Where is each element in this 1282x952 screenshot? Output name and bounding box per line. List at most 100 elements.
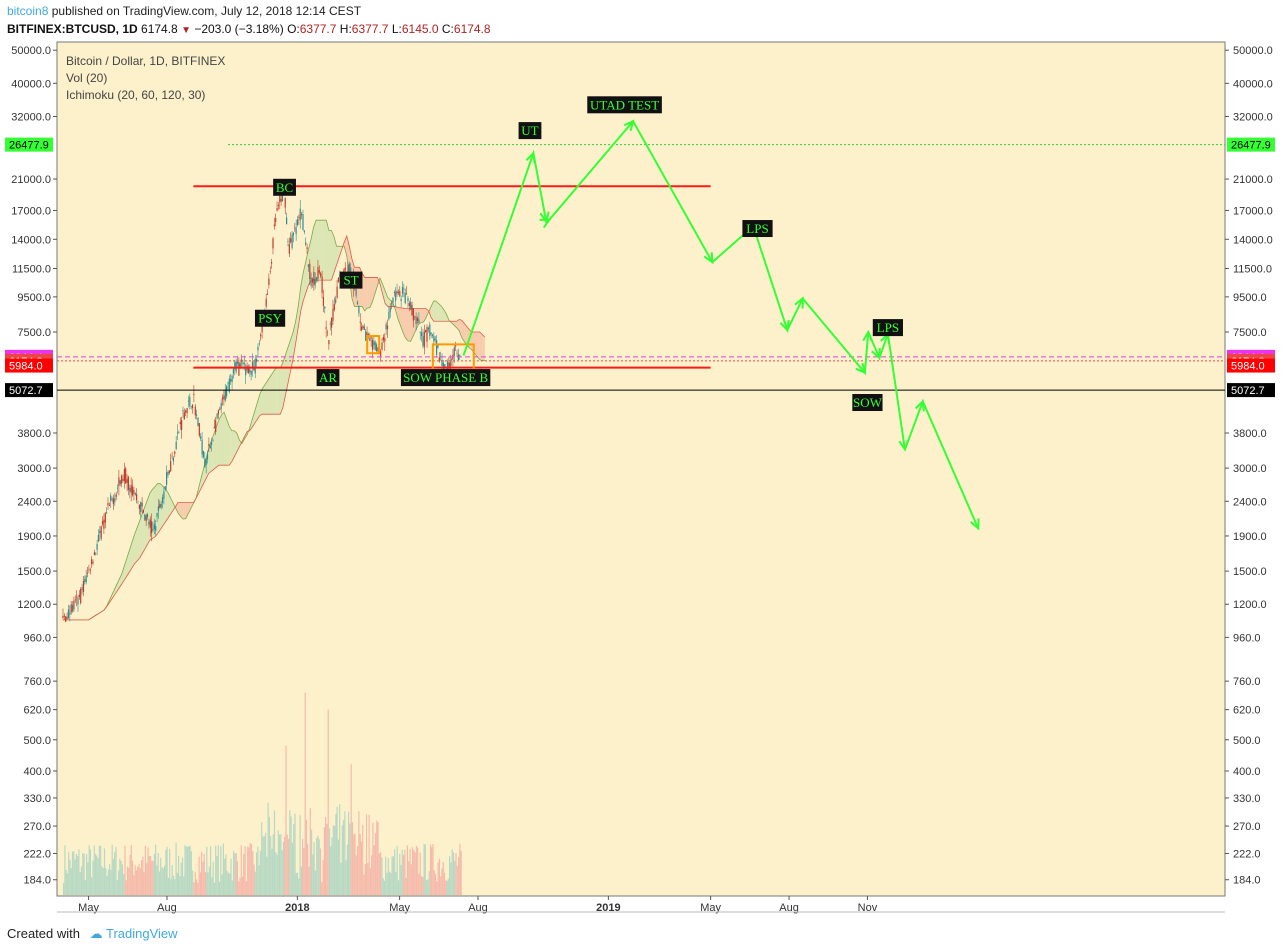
y-tick-label-left: 330.0 [23,793,51,805]
volume-bar [373,845,375,895]
volume-bar [446,880,448,895]
volume-bar [222,843,224,895]
volume-bar [161,867,163,895]
cloud-segment [111,590,115,600]
close-label: C: [441,22,454,36]
cloud-segment [114,584,117,596]
annotation-label[interactable]: SOW [853,395,883,410]
y-tick-label-right: 3800.0 [1233,428,1267,440]
y-tick-label-right: 17000.0 [1233,205,1273,217]
candle-body [219,408,221,410]
candle-body [82,581,85,592]
volume-bar [327,709,329,895]
volume-bar [372,822,374,895]
volume-bar [221,874,223,895]
y-tick-label-right: 500.0 [1233,735,1261,747]
volume-bar [138,864,140,895]
volume-bar [78,849,80,895]
candle-body [146,514,149,518]
volume-bar [107,869,109,895]
annotation-label[interactable]: UT [521,123,538,138]
annotation-label[interactable]: ST [343,273,358,288]
volume-bar [341,825,343,895]
candle-body [63,615,65,617]
volume-bar [230,858,232,895]
candle-body [231,375,233,383]
price-labels: 26477.926477.96344.46344.46174.86174.859… [5,137,1275,398]
annotation-label[interactable]: SOW PHASE B [403,370,488,385]
annotation-label[interactable]: AR [319,370,337,385]
candle-body [299,208,301,221]
y-tick-label-right: 2400.0 [1233,496,1267,508]
annotation-label[interactable]: BC [276,180,293,195]
annotation-label[interactable]: LPS [746,221,768,236]
legend-title: Bitcoin / Dollar, 1D, BITFINEX [66,54,225,68]
candle-body [305,242,307,245]
volume-bar [267,802,269,895]
candle-body [273,224,275,227]
candle-body [191,404,194,408]
volume-bar [344,811,346,895]
candle-body [294,227,296,229]
cloud-segment [275,367,278,415]
candle-body [129,487,131,492]
volume-bar [97,858,99,895]
volume-bar [95,853,97,895]
volume-bar [454,860,456,895]
volume-bar [235,852,237,895]
candle-body [423,331,425,348]
candle-body [155,526,157,531]
annotation-bg [273,178,296,196]
volume-bar [317,835,319,895]
volume-bar [323,827,325,895]
candle-body [223,395,225,400]
candle-body [93,552,95,555]
candle-body [414,316,416,317]
cloud-segment [318,220,322,281]
annotation-label[interactable]: UTAD TEST [590,97,659,112]
candle-body [216,413,218,419]
candle-body [103,519,105,529]
candle-body [211,442,213,445]
volume-bar [202,861,204,895]
annotation-label[interactable]: LPS [877,320,899,335]
cloud-segment [336,246,340,265]
volume-bar [360,841,362,895]
volume-bar [103,848,106,895]
plot-area[interactable] [56,41,1226,897]
candle-body [112,498,114,505]
tradingview-link[interactable]: TradingView [106,926,178,941]
candle-body [271,261,273,264]
annotation-label[interactable]: PSY [258,311,282,326]
cloud-segment [474,331,478,357]
candle-body [80,589,82,603]
volume-bar [206,846,208,895]
volume-bar [176,872,178,895]
cloud-segment [236,433,240,452]
arrowhead-icon [855,362,867,375]
candle-body [232,368,234,374]
range-box[interactable] [366,335,381,355]
author-link[interactable]: bitcoin8 [7,4,49,18]
candle-body [268,278,270,285]
candle-body [331,318,333,328]
candle-body [399,291,401,297]
volume-bar [180,863,182,895]
candle-body [100,526,102,539]
volume-bar [358,811,360,895]
volume-bar [403,855,405,895]
candle-body [193,393,195,396]
candle-body [332,308,334,321]
candle-body [328,340,330,345]
volume-bar [459,843,461,895]
candle-body [418,319,420,323]
candle-body [296,219,299,225]
candle-body [141,502,143,507]
volume-bar [396,845,398,895]
candle-body [96,543,98,550]
volume-bar [277,830,279,895]
candle-body [247,366,249,374]
volume-bar [284,836,286,895]
volume-bar [216,855,218,895]
